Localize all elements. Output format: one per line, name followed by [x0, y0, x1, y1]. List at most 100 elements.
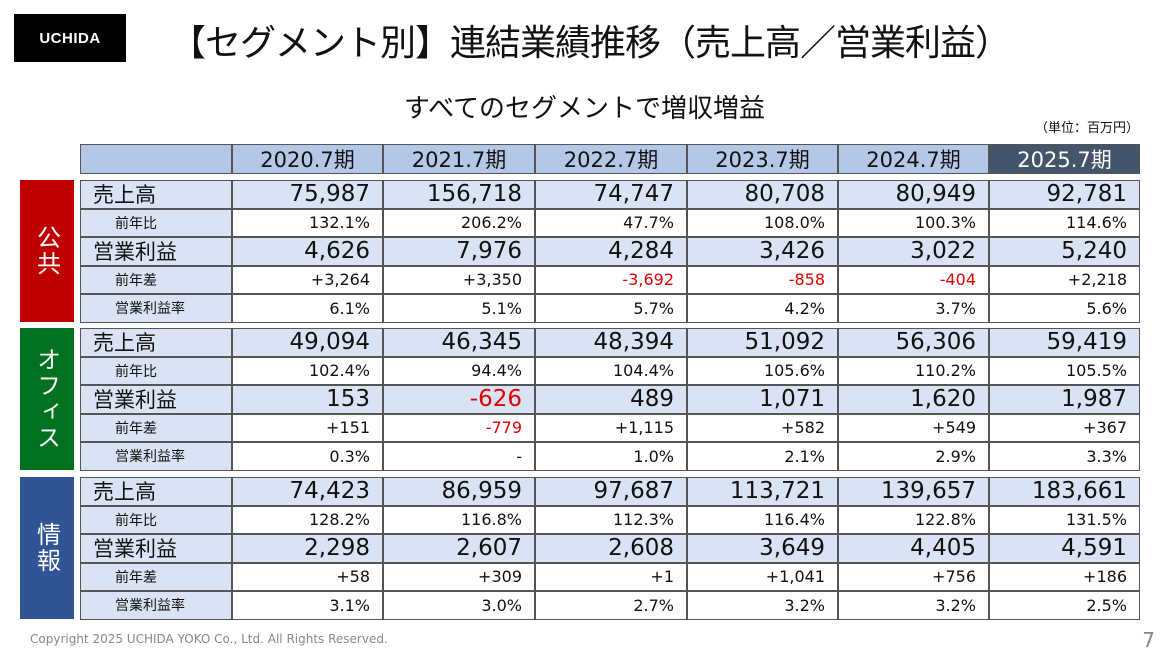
value-cell: +2,218 — [989, 265, 1140, 294]
value-cell: 132.1% — [232, 208, 383, 237]
value-cell: 6.1% — [232, 294, 383, 323]
value-cell: +151 — [232, 413, 383, 442]
row-label: 前年差 — [80, 562, 232, 591]
value-cell: 131.5% — [989, 505, 1140, 534]
value-cell: +582 — [687, 413, 838, 442]
value-cell: +186 — [989, 562, 1140, 591]
row-label: 前年比 — [80, 208, 232, 237]
row-label: 営業利益率 — [80, 591, 232, 620]
page-title: 【セグメント別】連結業績推移（売上高／営業利益） — [170, 23, 1011, 64]
table-row: 営業利益率 3.1% 3.0% 2.7% 3.2% 3.2% 2.5% — [80, 591, 1140, 620]
value-cell: 74,747 — [535, 180, 687, 209]
value-cell: +1,041 — [687, 562, 838, 591]
table-row: 前年差 +3,264 +3,350 -3,692 -858 -404 +2,218 — [80, 265, 1140, 294]
value-cell: +3,350 — [383, 265, 535, 294]
header-blank — [80, 144, 232, 174]
table-row: 営業利益 4,626 7,976 4,284 3,426 3,022 5,240 — [80, 237, 1140, 266]
value-cell: 112.3% — [535, 505, 687, 534]
value-cell: 3.2% — [687, 591, 838, 620]
value-cell: 3,649 — [687, 534, 838, 563]
value-cell: 489 — [535, 385, 687, 414]
row-label: 売上高 — [80, 328, 232, 357]
value-cell: +1,115 — [535, 413, 687, 442]
value-cell: - — [383, 442, 535, 471]
value-cell: 3.0% — [383, 591, 535, 620]
value-cell: -779 — [383, 413, 535, 442]
value-cell: 108.0% — [687, 208, 838, 237]
segment-label: 情報 — [20, 477, 74, 619]
row-label: 営業利益 — [80, 237, 232, 266]
row-label: 営業利益 — [80, 534, 232, 563]
value-cell: 51,092 — [687, 328, 838, 357]
table-row: 売上高 74,423 86,959 97,687 113,721 139,657 183,6… — [80, 477, 1140, 506]
value-cell: 47.7% — [535, 208, 687, 237]
table-header: 2020.7期 2021.7期 2022.7期 2023.7期 2024.7期 2025.… — [80, 144, 1140, 174]
table-row: 前年差 +151 -779 +1,115 +582 +549 +367 — [80, 413, 1140, 442]
value-cell: 3.2% — [838, 591, 989, 620]
value-cell: 2,298 — [232, 534, 383, 563]
value-cell: 1,071 — [687, 385, 838, 414]
value-cell: +58 — [232, 562, 383, 591]
value-cell: +549 — [838, 413, 989, 442]
value-cell: 74,423 — [232, 477, 383, 506]
row-label: 前年差 — [80, 265, 232, 294]
value-cell: 4,591 — [989, 534, 1140, 563]
year-header: 2022.7期 — [535, 144, 687, 174]
value-cell: 56,306 — [838, 328, 989, 357]
value-cell: 139,657 — [838, 477, 989, 506]
value-cell: 49,094 — [232, 328, 383, 357]
table-row: 前年比 132.1% 206.2% 47.7% 108.0% 100.3% 114.6% — [80, 208, 1140, 237]
value-cell: 3,426 — [687, 237, 838, 266]
value-cell: +756 — [838, 562, 989, 591]
year-header: 2024.7期 — [838, 144, 989, 174]
value-cell: 116.8% — [383, 505, 535, 534]
value-cell: 5.1% — [383, 294, 535, 323]
segment-label: 公共 — [20, 180, 74, 322]
value-cell: 153 — [232, 385, 383, 414]
value-cell: 86,959 — [383, 477, 535, 506]
table-row: 営業利益 153 -626 489 1,071 1,620 1,987 — [80, 385, 1140, 414]
value-cell: +367 — [989, 413, 1140, 442]
value-cell: 2.5% — [989, 591, 1140, 620]
value-cell: 5,240 — [989, 237, 1140, 266]
value-cell: 4,284 — [535, 237, 687, 266]
table-row: 前年比 128.2% 116.8% 112.3% 116.4% 122.8% 131.5% — [80, 505, 1140, 534]
segment-block: 売上高 74,423 86,959 97,687 113,721 139,657 183,6… — [80, 477, 1140, 620]
row-label: 営業利益率 — [80, 442, 232, 471]
value-cell: 3.1% — [232, 591, 383, 620]
value-cell: 5.6% — [989, 294, 1140, 323]
table-row: 営業利益率 0.3% -1.0% 2.1% 2.9% 3.3% — [80, 442, 1140, 471]
value-cell: 2,608 — [535, 534, 687, 563]
table-row: 営業利益率 6.1% 5.1% 5.7% 4.2% 3.7% 5.6% — [80, 294, 1140, 323]
value-cell: 92,781 — [989, 180, 1140, 209]
value-cell: 94.4% — [383, 356, 535, 385]
value-cell: 3.7% — [838, 294, 989, 323]
value-cell: 156,718 — [383, 180, 535, 209]
segment-block: 売上高 49,094 46,345 48,394 51,092 56,306 59,419 前… — [80, 328, 1140, 471]
value-cell: 3.3% — [989, 442, 1140, 471]
value-cell: -3,692 — [535, 265, 687, 294]
value-cell: 97,687 — [535, 477, 687, 506]
row-label: 営業利益 — [80, 385, 232, 414]
table-row: 前年差 +58 +309 +1 +1,041 +756 +186 — [80, 562, 1140, 591]
year-header: 2025.7期 — [989, 144, 1140, 174]
value-cell: 2.9% — [838, 442, 989, 471]
value-cell: 128.2% — [232, 505, 383, 534]
value-cell: -626 — [383, 385, 535, 414]
value-cell: 100.3% — [838, 208, 989, 237]
segment-block: 売上高 75,987 156,718 74,747 80,708 80,949 92,781… — [80, 180, 1140, 323]
value-cell: 1,620 — [838, 385, 989, 414]
value-cell: 104.4% — [535, 356, 687, 385]
value-cell: 75,987 — [232, 180, 383, 209]
value-cell: 105.5% — [989, 356, 1140, 385]
value-cell: 4,626 — [232, 237, 383, 266]
value-cell: 206.2% — [383, 208, 535, 237]
year-header: 2021.7期 — [383, 144, 535, 174]
value-cell: 2,607 — [383, 534, 535, 563]
row-label: 営業利益率 — [80, 294, 232, 323]
value-cell: 2.7% — [535, 591, 687, 620]
value-cell: 1.0% — [535, 442, 687, 471]
value-cell: 105.6% — [687, 356, 838, 385]
row-label: 前年比 — [80, 356, 232, 385]
row-label: 売上高 — [80, 180, 232, 209]
